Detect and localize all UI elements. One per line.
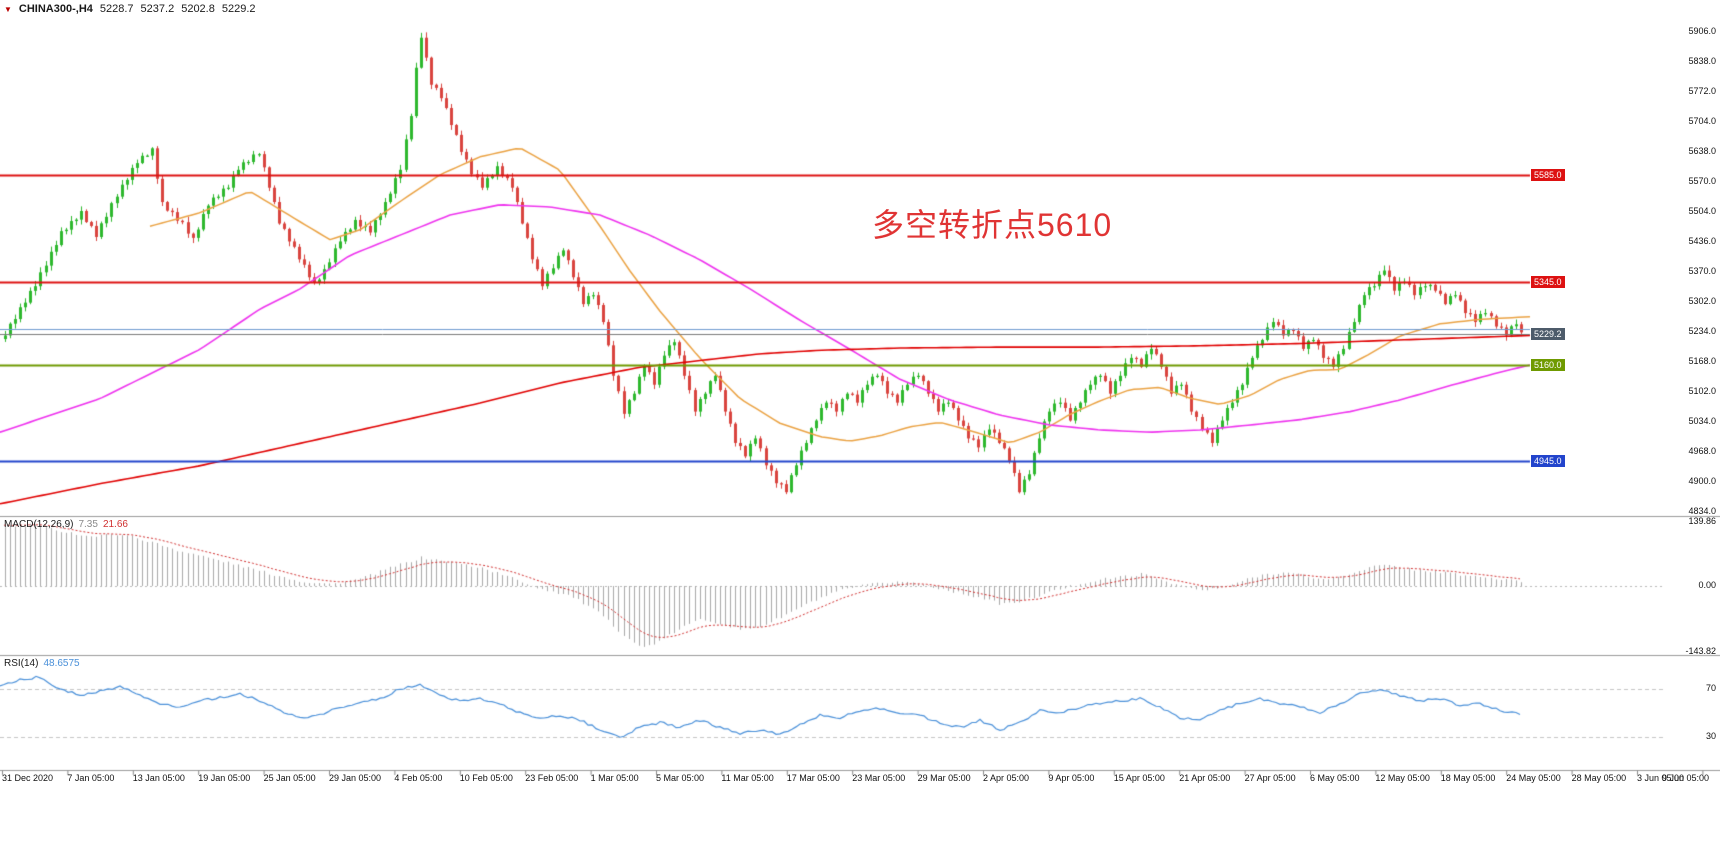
annotation-text: 多空转折点5610 [872,207,1113,243]
rsi-scale-label: 70 [1705,683,1716,693]
ohlc-low: 5202.8 [181,3,215,15]
time-axis-label: 29 Jan 05:00 [329,773,382,783]
price-scale-label: 4900.0 [1688,476,1716,486]
time-axis-label: 17 Mar 05:00 [786,773,840,783]
time-axis-label: 23 Mar 05:00 [852,773,906,783]
price-scale-label: 5906.0 [1688,26,1716,36]
level-price-tag: 5160.0 [1531,359,1565,372]
time-axis-label: 19 Jan 05:00 [198,773,251,783]
time-axis-label: 9 Apr 05:00 [1048,773,1095,783]
macd-main-value: 7.35 [78,519,98,530]
level-price-tag: 5585.0 [1531,168,1565,181]
price-scale-label: 5436.0 [1688,236,1716,246]
time-axis-label: 10 Feb 05:00 [459,773,513,783]
time-axis-label: 31 Dec 2020 [2,773,54,783]
time-axis-label: 23 Feb 05:00 [525,773,579,783]
price-scale-label: 5570.0 [1688,176,1716,186]
price-scale-label: 4834.0 [1688,506,1716,516]
time-axis-label: 1 Mar 05:00 [590,773,639,783]
time-axis-label: 7 Jan 05:00 [67,773,115,783]
time-axis-label: 6 May 05:00 [1310,773,1360,783]
time-axis-label: 28 May 05:00 [1571,773,1627,783]
time-axis-label: 29 Mar 05:00 [917,773,971,783]
time-axis-label: 21 Apr 05:00 [1179,773,1231,783]
price-scale-label: 5772.0 [1688,86,1716,96]
time-axis-label: 27 Apr 05:00 [1244,773,1296,783]
price-scale-label: 5234.0 [1688,326,1716,336]
macd-scale-label: -143.82 [1685,645,1716,656]
time-axis-label: 18 May 05:00 [1440,773,1496,783]
price-scale-label: 5034.0 [1688,416,1716,426]
price-scale-label: 5102.0 [1688,386,1716,396]
macd-signal-value: 21.66 [102,519,128,530]
time-axis-label: 5 Mar 05:00 [656,773,705,783]
time-axis-label: 25 Jan 05:00 [263,773,316,783]
time-axis-label: 24 May 05:00 [1506,773,1561,783]
price-scale-label: 5638.0 [1688,146,1716,156]
price-scale-label: 5302.0 [1688,296,1716,306]
ohlc-high: 5237.2 [140,3,175,15]
price-scale-label: 5370.0 [1688,266,1716,276]
price-scale-label: 5504.0 [1688,206,1716,216]
macd-indicator-label: MACD(12,26,9) 7.35 21.66 [4,519,128,530]
rsi-indicator-label: RSI(14) 48.6575 [4,658,80,669]
time-axis-label: 9 Jun 05:00 [1662,773,1710,783]
level-price-tag: 4945.0 [1531,455,1565,468]
time-axis-label: 4 Feb 05:00 [394,773,443,783]
price-scale-label: 5838.0 [1688,56,1716,66]
time-axis-label: 13 Jan 05:00 [132,773,185,783]
rsi-scale-label: 30 [1705,731,1716,741]
macd-scale-label: 0.00 [1698,580,1716,590]
time-axis-label: 12 May 05:00 [1375,773,1430,783]
price-scale-label: 5704.0 [1688,116,1716,126]
macd-name: MACD(12,26,9) [4,519,74,530]
rsi-value: 48.6575 [43,658,80,669]
time-axis-label: 2 Apr 05:00 [983,773,1030,783]
time-axis-label: 3 Jun 05:00 [1637,773,1685,783]
macd-scale-label: 139.86 [1688,516,1716,526]
symbol-dropdown-icon[interactable]: ▼ [4,4,12,14]
bid-price-tag: 5229.2 [1531,328,1565,341]
symbol-period-label: CHINA300-,H4 [18,3,93,15]
price-scale-label: 4968.0 [1688,446,1716,456]
chart-header: ▼ CHINA300-,H4 5228.7 5237.2 5202.8 5229… [4,3,256,15]
time-axis-label: 11 Mar 05:00 [721,773,774,783]
rsi-name: RSI(14) [4,658,39,669]
ohlc-close: 5229.2 [221,3,256,15]
time-axis-label: 15 Apr 05:00 [1113,773,1165,783]
price-scale-label: 5168.0 [1688,356,1716,366]
level-price-tag: 5345.0 [1531,276,1565,289]
ohlc-open: 5228.7 [99,3,134,15]
